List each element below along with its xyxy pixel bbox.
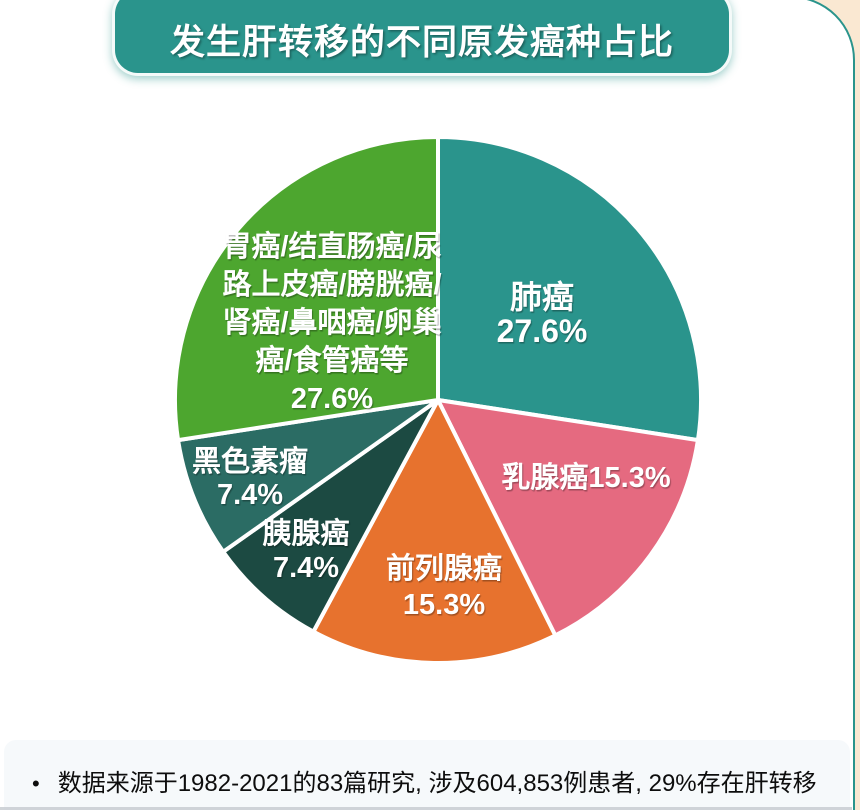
bottom-divider	[0, 807, 852, 810]
page-title: 发生肝转移的不同原发癌种占比	[169, 23, 674, 62]
pie-slice-0	[436, 135, 704, 443]
pie-slice-2	[311, 398, 558, 665]
pie-chart: 肺癌 27.6% 乳腺癌15.3% 前列腺癌 15.3% 胰腺癌 7.4% 黑色…	[172, 135, 704, 665]
footnote-panel: • 数据来源于1982-2021的83篇研究, 涉及604,853例患者, 29…	[4, 740, 850, 810]
bullet-point: •	[32, 771, 40, 796]
footnote-text: 数据来源于1982-2021的83篇研究, 涉及604,853例患者, 29%存…	[57, 770, 817, 797]
pie-slice-4	[176, 398, 440, 554]
pie-slice-3	[221, 398, 440, 634]
pie-slice-1	[436, 398, 700, 638]
pie-slice-5	[172, 135, 440, 443]
title-banner: 发生肝转移的不同原发癌种占比	[112, 0, 732, 76]
footnote-line: • 数据来源于1982-2021的83篇研究, 涉及604,853例患者, 29…	[4, 740, 850, 800]
pie-chart-canvas	[172, 135, 704, 665]
